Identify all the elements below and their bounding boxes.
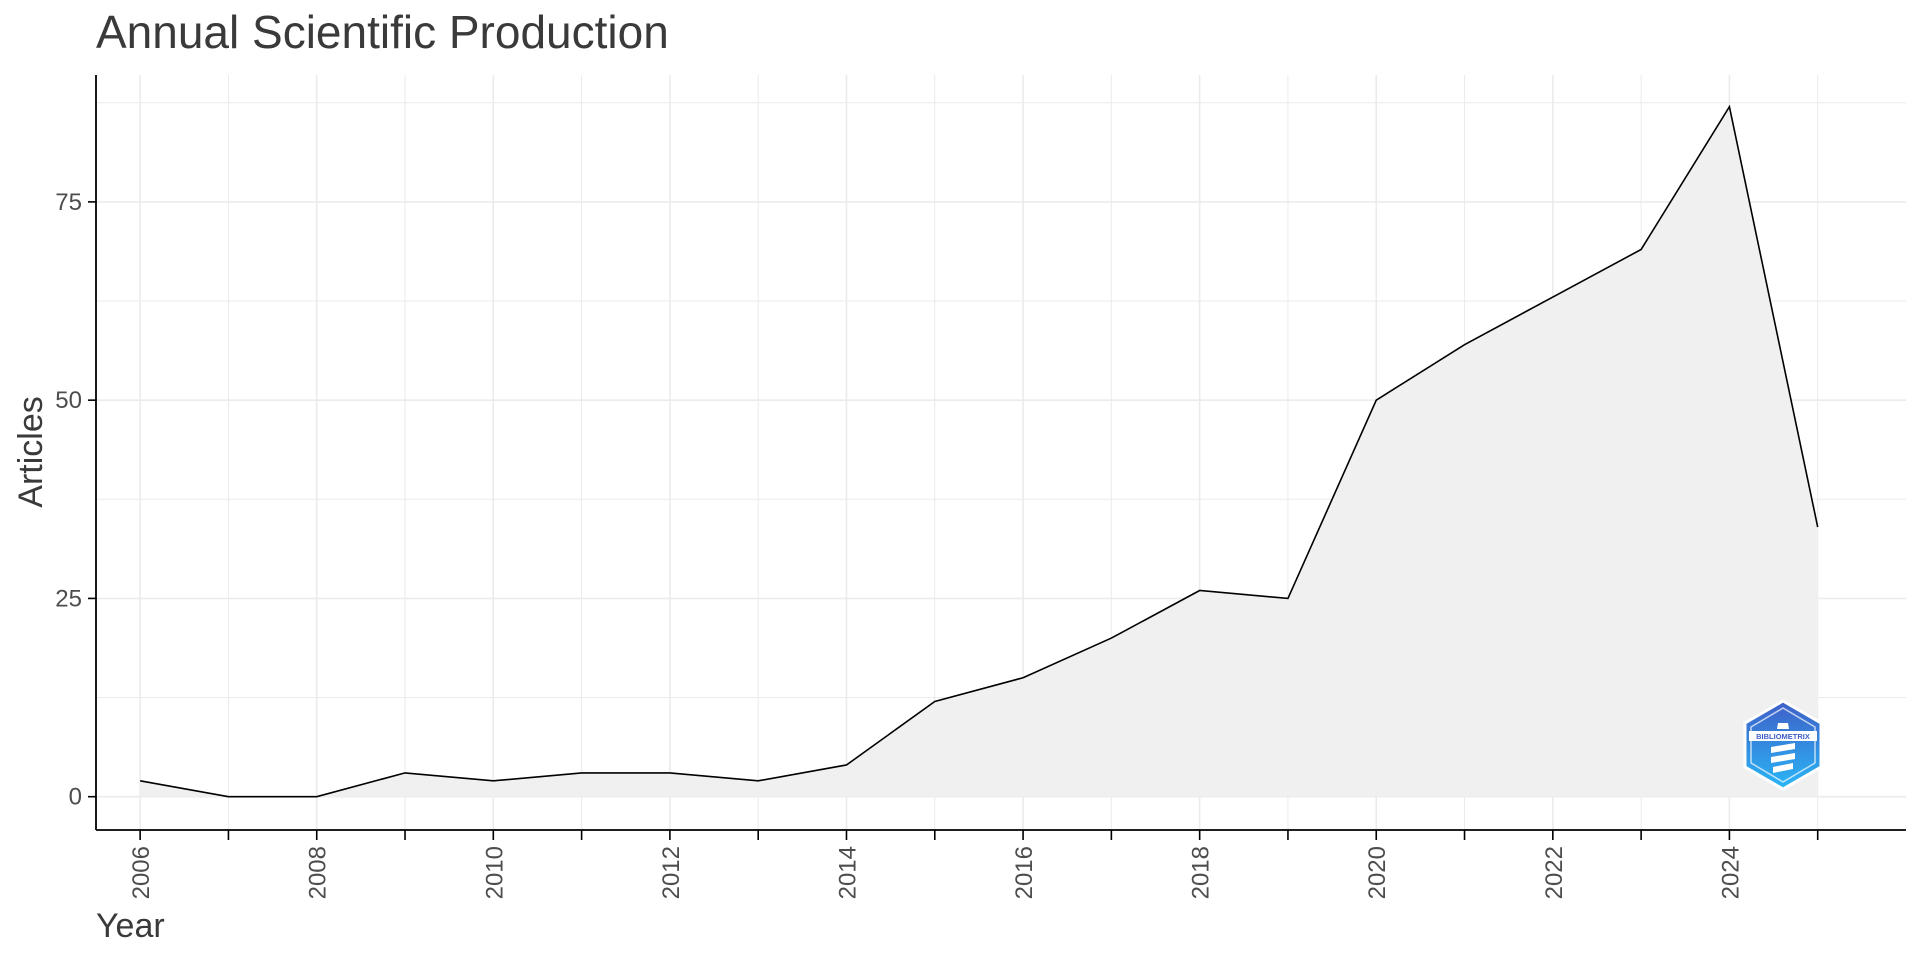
x-tick-label: 2010 [481,846,508,899]
series-line [140,104,1819,798]
x-tick-label: 2024 [1717,846,1744,899]
line-layer [140,104,1819,798]
y-tick-label: 75 [55,189,82,216]
area-layer [140,106,1818,797]
series-area [140,106,1818,797]
x-tick-label: 2006 [128,846,155,899]
x-axis-ticks: 2006 2008 2010 2012 2014 2016 2018 2020 2022 2024 [128,830,1819,899]
x-axis-title: Year [96,907,165,945]
x-tick-label: 2018 [1188,846,1215,899]
chart-title: Annual Scientific Production [96,6,669,58]
x-tick-label: 2008 [305,846,332,899]
y-tick-label: 25 [55,585,82,612]
y-axis-title: Articles [12,396,50,507]
x-tick-label: 2016 [1011,846,1038,899]
y-axis-ticks: 0 25 50 75 [55,189,96,811]
bibliometrix-logo: BIBLIOMETRIX [1743,699,1823,791]
x-tick-label: 2014 [834,846,861,899]
x-tick-label: 2012 [658,846,685,899]
x-tick-label: 2020 [1364,846,1391,899]
y-tick-label: 0 [69,784,82,811]
axes [95,75,1906,831]
y-tick-label: 50 [55,387,82,414]
x-tick-label: 2022 [1541,846,1568,899]
logo-text: BIBLIOMETRIX [1756,732,1810,741]
